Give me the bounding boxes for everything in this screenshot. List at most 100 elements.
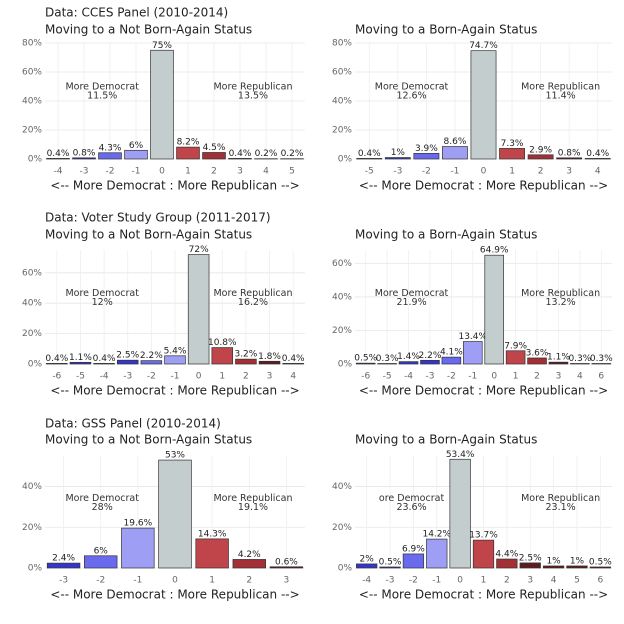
- y-tick-label: 40%: [332, 482, 352, 492]
- x-tick-label: -1: [171, 372, 180, 382]
- annotation: More Democrat: [375, 82, 449, 93]
- value-label: 0.8%: [73, 148, 96, 158]
- x-tick-label: -6: [52, 372, 61, 382]
- value-label: 8.6%: [444, 137, 467, 147]
- x-tick-label: 1: [513, 372, 519, 382]
- x-tick-label: 3: [527, 576, 533, 586]
- value-label: 2.5%: [519, 553, 542, 563]
- y-tick-label: 20%: [22, 126, 42, 136]
- bar: [470, 50, 497, 160]
- bar: [116, 359, 139, 365]
- y-tick-label: 60%: [22, 268, 42, 278]
- bar: [556, 157, 583, 160]
- x-tick-label: -2: [447, 372, 456, 382]
- bar: [282, 363, 304, 365]
- value-label: 6%: [129, 141, 144, 151]
- x-tick-label: -2: [96, 576, 105, 586]
- x-axis-label: <-- More Democrat : More Republican -->: [50, 384, 299, 398]
- value-label: 0.4%: [586, 149, 609, 159]
- bar: [548, 361, 569, 365]
- annotation: 12%: [92, 297, 113, 308]
- bar: [69, 361, 92, 365]
- x-tick-label: -3: [123, 372, 132, 382]
- value-label: 6.9%: [402, 544, 425, 554]
- bar: [484, 254, 504, 365]
- value-label: 1.8%: [258, 352, 281, 362]
- x-tick-label: 1: [185, 167, 191, 177]
- value-label: 0.8%: [558, 148, 581, 158]
- y-tick-label: 0%: [338, 155, 353, 165]
- bar: [187, 254, 210, 365]
- bar: [140, 360, 163, 365]
- x-tick-label: -3: [393, 167, 402, 177]
- value-label: 53%: [165, 451, 185, 461]
- value-label: 5.4%: [164, 346, 187, 356]
- x-tick-label: 2: [243, 372, 249, 382]
- bar: [527, 357, 547, 365]
- bar: [258, 360, 281, 365]
- value-label: 1%: [570, 556, 585, 566]
- x-tick-label: 0: [491, 372, 497, 382]
- x-tick-label: -4: [100, 372, 109, 382]
- value-label: 1.4%: [397, 352, 420, 362]
- x-tick-label: -2: [422, 167, 431, 177]
- x-tick-label: -1: [432, 576, 441, 586]
- panel-source: Data: GSS Panel (2010-2014): [45, 417, 221, 431]
- annotation: ore Democrat: [379, 493, 445, 504]
- x-tick-label: 0: [159, 167, 165, 177]
- value-label: 14.3%: [198, 529, 227, 539]
- value-label: 0.4%: [358, 149, 381, 159]
- x-tick-label: -5: [365, 167, 374, 177]
- y-tick-label: 60%: [332, 259, 352, 269]
- annotation: 19.1%: [238, 502, 268, 513]
- x-tick-label: -3: [425, 372, 434, 382]
- x-tick-label: 3: [566, 167, 572, 177]
- value-label: 0.3%: [376, 354, 399, 364]
- bar: [98, 152, 122, 160]
- x-tick-label: -6: [361, 372, 370, 382]
- bar: [505, 350, 526, 365]
- y-tick-label: 20%: [22, 523, 42, 533]
- value-label: 1%: [546, 556, 561, 566]
- bar: [150, 49, 174, 160]
- value-label: 19.6%: [124, 519, 153, 529]
- value-label: 4.1%: [440, 348, 463, 358]
- y-tick-label: 0%: [28, 155, 43, 165]
- x-tick-label: 4: [551, 576, 557, 586]
- bar: [158, 459, 192, 569]
- bar: [472, 539, 495, 569]
- panel-title: Moving to a Born-Again Status: [355, 433, 537, 447]
- y-tick-label: 60%: [22, 68, 42, 78]
- x-tick-label: 3: [267, 372, 273, 382]
- annotation: More Democrat: [65, 493, 139, 504]
- value-label: 13.7%: [469, 531, 498, 541]
- x-tick-label: 4: [595, 167, 601, 177]
- bar: [269, 566, 304, 569]
- bar: [566, 565, 588, 569]
- annotation: 16.2%: [238, 297, 268, 308]
- value-label: 10.8%: [208, 338, 237, 348]
- value-label: 53.4%: [446, 450, 475, 460]
- bar: [356, 158, 383, 160]
- x-axis-label: <-- More Democrat : More Republican -->: [50, 588, 299, 602]
- x-tick-label: -1: [132, 167, 141, 177]
- value-label: 0.5%: [354, 354, 377, 364]
- bar: [356, 563, 378, 569]
- y-tick-label: 40%: [22, 97, 42, 107]
- x-axis-label: <-- More Democrat : More Republican -->: [359, 179, 608, 193]
- y-tick-label: 40%: [332, 292, 352, 302]
- x-tick-label: 5: [574, 576, 580, 586]
- value-label: 1.1%: [69, 353, 92, 363]
- x-tick-label: 3: [284, 576, 290, 586]
- x-axis-label: <-- More Democrat : More Republican -->: [359, 384, 608, 398]
- panel-title: Moving to a Not Born-Again Status: [45, 433, 252, 447]
- bar: [93, 363, 115, 365]
- x-tick-label: 6: [597, 576, 603, 586]
- x-tick-label: 1: [209, 576, 215, 586]
- y-tick-label: 80%: [332, 39, 352, 49]
- panel-title: Moving to a Not Born-Again Status: [45, 228, 252, 242]
- bar: [195, 538, 229, 569]
- value-label: 4.5%: [203, 143, 226, 153]
- value-label: 64.9%: [480, 246, 509, 256]
- bar: [463, 341, 483, 365]
